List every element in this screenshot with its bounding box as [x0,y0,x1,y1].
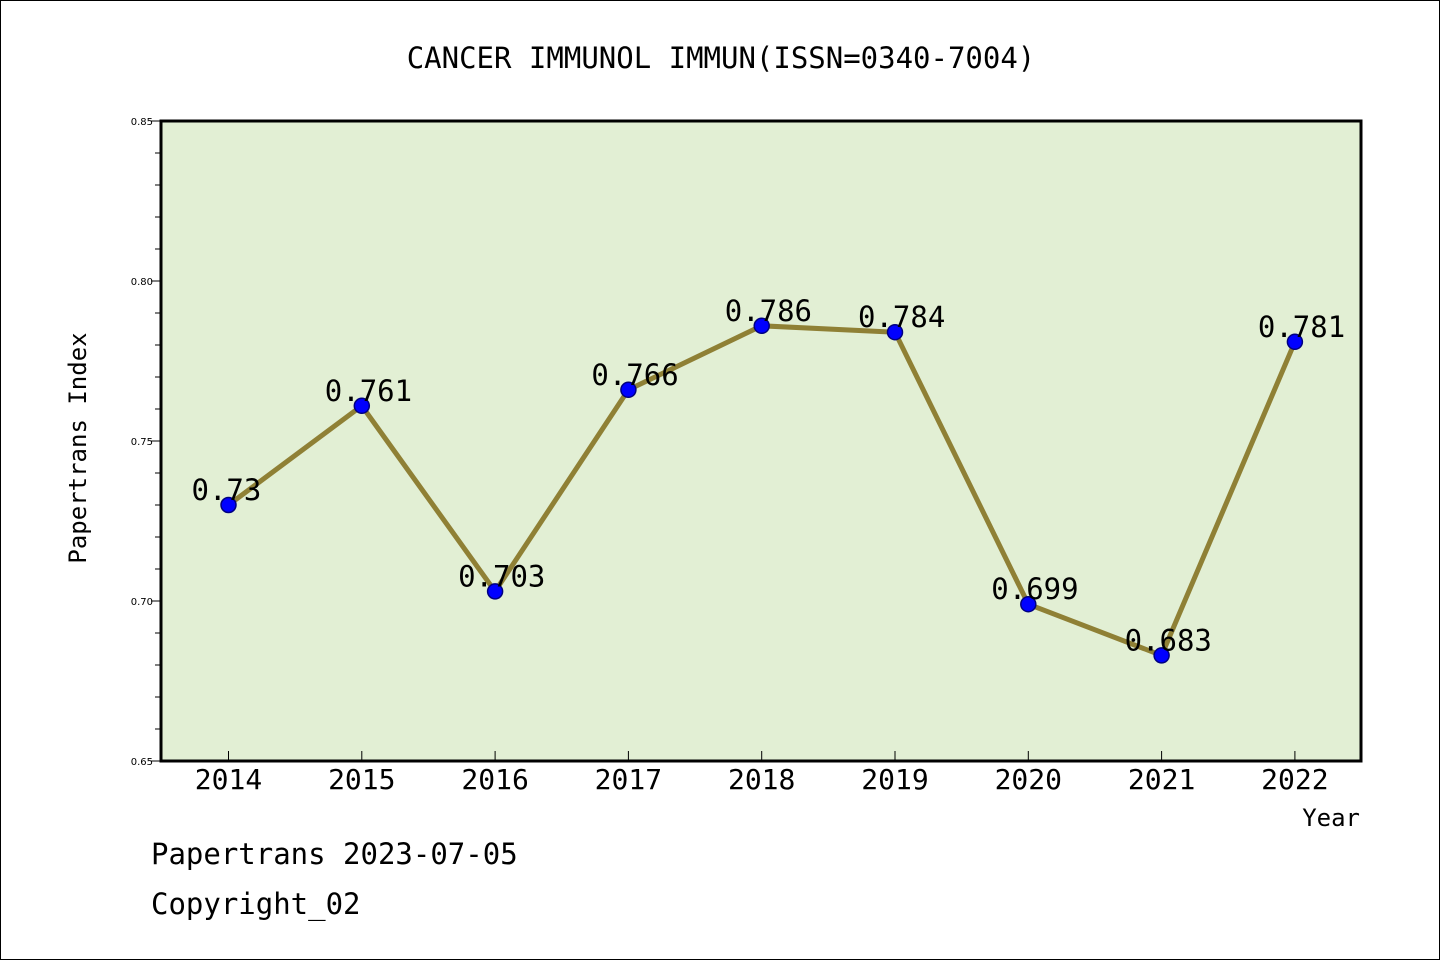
y-tick-label: 0.80 [131,277,153,288]
data-label: 0.683 [1125,623,1212,657]
y-tick-label: 0.70 [131,597,153,608]
plot-border [159,119,1363,763]
data-label: 0.786 [725,294,812,328]
data-point [886,323,904,341]
x-tick-label: 2020 [995,763,1062,796]
x-tick-label: 2022 [1261,763,1328,796]
data-point [486,583,504,600]
data-point [1153,647,1170,664]
x-axis-title: Year [1302,804,1360,832]
y-axis-tick-labels: 0.65 0.70 0.75 0.80 0.85 [131,117,153,768]
y-tick-label: 0.75 [131,437,153,448]
copyright-text: Copyright_02 [151,887,361,921]
data-labels: 0.73 0.761 0.703 0.766 0.786 0.784 0.699 0.683 0… [192,294,1346,658]
series-markers [220,317,1304,664]
chart-title: CANCER IMMUNOL IMMUN(ISSN=0340-7004) [407,41,1036,75]
x-axis-ticks [228,751,1296,761]
x-tick-label: 2016 [461,763,528,796]
x-tick-label: 2018 [728,763,795,796]
data-label: 0.703 [458,559,545,593]
y-axis-title: Papertrans Index [64,332,92,563]
data-point [1020,595,1037,613]
data-point [220,496,237,514]
x-tick-label: 2021 [1128,763,1195,796]
data-label: 0.784 [858,300,945,334]
y-tick-label: 0.85 [131,117,153,128]
data-point [753,317,770,335]
data-label: 0.761 [325,374,412,408]
x-tick-label: 2015 [328,763,395,796]
x-tick-label: 2017 [595,763,662,796]
x-tick-label: 2019 [861,763,928,796]
y-tick-label: 0.65 [131,757,153,768]
x-axis-tick-labels: 2014 2015 2016 2017 2018 2019 2020 2021 2022 [195,763,1329,796]
data-point [353,397,371,415]
source-date-text: Papertrans 2023-07-05 [151,837,518,871]
data-point [620,381,637,399]
data-label: 0.781 [1258,310,1345,344]
data-point [1286,333,1304,351]
data-label: 0.766 [591,358,678,392]
x-tick-label: 2014 [195,763,262,796]
data-label: 0.699 [991,572,1078,606]
plot-area [161,121,1361,761]
data-label: 0.73 [192,473,262,507]
